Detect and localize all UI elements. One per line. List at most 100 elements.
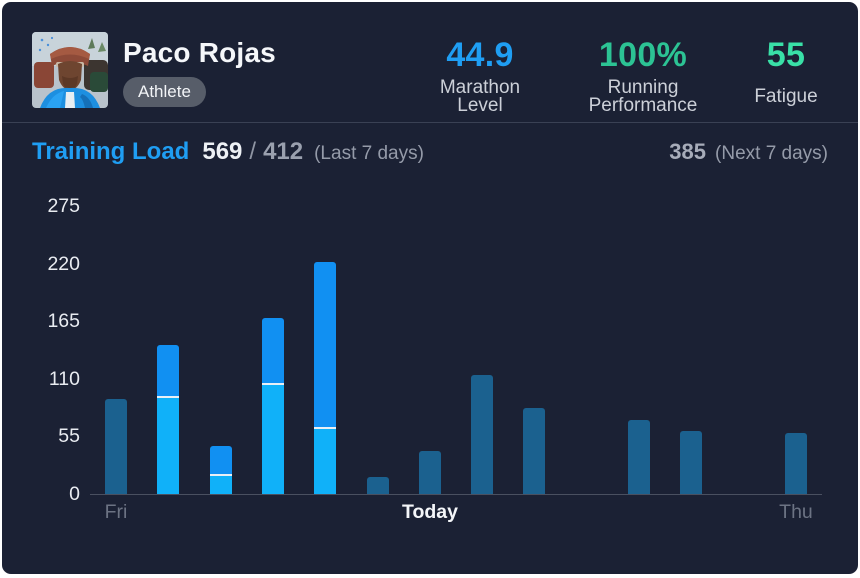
- bar-slot: [770, 203, 822, 494]
- athlete-identity: Paco Rojas Athlete: [123, 32, 276, 107]
- segment-divider: [157, 395, 180, 398]
- bar-segment: [680, 431, 703, 494]
- y-tick-label: 55: [58, 425, 80, 448]
- training-load-chart: 0 55 110 165 220 275 Fri Today Thu: [2, 171, 858, 574]
- bar-segment: [471, 374, 494, 494]
- bar-segment: [209, 445, 232, 475]
- marathon-level-label: Marathon Level: [414, 74, 546, 122]
- header-stats: 44.9 Marathon Level 100% Running Perform…: [414, 32, 832, 122]
- y-axis: 0 55 110 165 220 275: [30, 196, 80, 504]
- athlete-photo: [32, 32, 108, 108]
- x-axis-label: [142, 501, 194, 523]
- bar-slot: [665, 203, 717, 494]
- x-axis-label: [194, 501, 246, 523]
- segment-divider: [314, 427, 337, 430]
- marathon-level-value: 44.9: [446, 36, 514, 74]
- bar-slot: [717, 203, 769, 494]
- bar-segment: [366, 477, 389, 494]
- bar-slot: [351, 203, 403, 494]
- x-axis-label: [562, 501, 614, 523]
- x-axis-label: [510, 501, 562, 523]
- stat-fatigue: 55 Fatigue: [740, 36, 832, 122]
- stat-running-performance: 100% Running Performance: [562, 36, 724, 122]
- bar-segment: [784, 433, 807, 494]
- training-load-current: 569: [202, 138, 243, 165]
- bar[interactable]: [105, 398, 128, 494]
- stat-marathon-level: 44.9 Marathon Level: [414, 36, 546, 122]
- bar[interactable]: [784, 433, 807, 494]
- segment-divider: [261, 383, 284, 386]
- plot-area: [90, 203, 822, 495]
- bar[interactable]: [523, 408, 546, 494]
- x-axis-label: [718, 501, 770, 523]
- athlete-avatar[interactable]: [32, 32, 108, 108]
- bar-segment: [314, 261, 337, 428]
- y-tick-label: 110: [48, 367, 80, 390]
- running-performance-value: 100%: [598, 36, 688, 74]
- stat-label-line: Level: [457, 95, 503, 116]
- bar-segment: [105, 398, 128, 494]
- bar[interactable]: [680, 431, 703, 494]
- stat-label-line: Running: [607, 76, 679, 98]
- bar[interactable]: [366, 477, 389, 494]
- bar[interactable]: [209, 445, 232, 494]
- bar[interactable]: [627, 419, 650, 494]
- x-axis-label: [614, 501, 666, 523]
- fatigue-value: 55: [766, 36, 806, 74]
- y-tick-label: 165: [47, 310, 80, 333]
- bar[interactable]: [471, 374, 494, 494]
- x-axis-label: Today: [402, 501, 458, 523]
- bar-segment: [261, 318, 284, 384]
- y-tick-label: 0: [69, 483, 80, 505]
- bar-slot: [456, 203, 508, 494]
- stat-label-line: Marathon: [439, 76, 521, 98]
- bar[interactable]: [261, 318, 284, 494]
- bar-slot: [195, 203, 247, 494]
- header: Paco Rojas Athlete 44.9 Marathon Level 1…: [2, 2, 858, 123]
- x-axis-label: [666, 501, 718, 523]
- bar-slot: [613, 203, 665, 494]
- bar-segment: [209, 476, 232, 494]
- training-load-title: Training Load: [32, 138, 190, 165]
- segment-divider: [209, 474, 232, 477]
- athlete-role-badge: Athlete: [123, 77, 206, 107]
- x-axis-label: [350, 501, 402, 523]
- training-load-target: 412: [263, 138, 304, 165]
- bar-segment: [314, 429, 337, 494]
- bar-segment: [261, 385, 284, 494]
- stat-label-line: Fatigue: [754, 85, 818, 107]
- x-axis-label: Fri: [104, 501, 128, 523]
- bar-segment: [418, 451, 441, 494]
- bar-slot: [508, 203, 560, 494]
- bar-segment: [157, 397, 180, 494]
- bar[interactable]: [157, 345, 180, 494]
- x-axis-label: Thu: [779, 501, 813, 523]
- training-load-row: Training Load 569 / 412 (Last 7 days) 38…: [2, 123, 858, 171]
- x-axis-label: [246, 501, 298, 523]
- y-tick-label: 220: [47, 252, 80, 275]
- last-7-days-label: (Last 7 days): [314, 143, 424, 164]
- training-load-next-value: 385: [669, 139, 707, 164]
- bar-slot: [299, 203, 351, 494]
- bar[interactable]: [418, 451, 441, 494]
- x-axis-label: [298, 501, 350, 523]
- bar-segment: [523, 408, 546, 494]
- fatigue-label: Fatigue: [740, 74, 832, 122]
- bar-slot: [404, 203, 456, 494]
- bar-slot: [90, 203, 142, 494]
- bar-segment: [157, 345, 180, 396]
- running-performance-label: Running Performance: [562, 74, 724, 122]
- bar-slot: [142, 203, 194, 494]
- training-load-separator: /: [249, 138, 257, 165]
- x-axis: Fri Today Thu: [90, 501, 822, 523]
- stat-label-line: Performance: [588, 95, 698, 116]
- x-axis-label: [458, 501, 510, 523]
- bar-slot: [561, 203, 613, 494]
- next-7-days-label: (Next 7 days): [715, 143, 828, 164]
- bar[interactable]: [314, 261, 337, 494]
- y-tick-label: 275: [47, 195, 80, 217]
- athlete-name: Paco Rojas: [123, 37, 276, 68]
- bar-segment: [627, 419, 650, 494]
- bar-slot: [247, 203, 299, 494]
